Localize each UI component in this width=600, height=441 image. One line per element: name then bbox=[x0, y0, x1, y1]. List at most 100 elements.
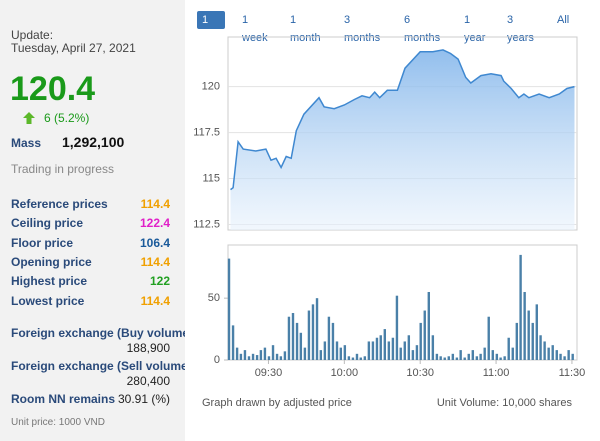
volume-bar bbox=[539, 335, 542, 360]
y-tick-label: 0 bbox=[214, 354, 220, 366]
volume-bar bbox=[291, 313, 295, 360]
x-tick-label: 10:00 bbox=[331, 367, 359, 379]
x-tick-label: 09:30 bbox=[255, 367, 283, 379]
volume-bar bbox=[499, 357, 502, 360]
volume-bar bbox=[227, 258, 231, 360]
volume-bar bbox=[511, 347, 514, 360]
range-button[interactable]: 1 day bbox=[197, 11, 225, 44]
volume-bar bbox=[403, 341, 406, 360]
foreign-sell-value: 280,400 bbox=[126, 374, 170, 388]
footer-note: Graph drawn by adjusted price bbox=[202, 397, 352, 409]
row-value: 122 bbox=[149, 274, 170, 289]
volume-bar bbox=[439, 356, 442, 360]
volume-bar bbox=[483, 347, 486, 360]
volume-bar bbox=[267, 356, 271, 360]
range-button[interactable]: All bbox=[557, 14, 570, 26]
volume-bar bbox=[259, 350, 263, 360]
volume-bar bbox=[243, 350, 247, 360]
row-label: Opening price bbox=[11, 254, 92, 269]
range-button[interactable]: 3 months bbox=[344, 14, 381, 44]
volume-bar bbox=[319, 350, 323, 360]
volume-bar bbox=[263, 347, 267, 360]
volume-bar bbox=[423, 310, 426, 360]
volume-bar bbox=[535, 304, 538, 360]
volume-bar bbox=[271, 345, 275, 360]
volume-bar bbox=[491, 350, 494, 360]
range-button[interactable]: 1 year bbox=[464, 14, 486, 44]
volume-bar bbox=[551, 345, 554, 360]
row-value: 114.4 bbox=[140, 293, 170, 308]
volume-bar bbox=[563, 356, 566, 360]
volume-bar bbox=[427, 291, 431, 360]
volume-bar bbox=[275, 353, 279, 360]
volume-bar bbox=[395, 295, 399, 360]
volume-bar bbox=[283, 351, 287, 360]
foreign-buy-value: 188,900 bbox=[126, 341, 170, 355]
volume-bar bbox=[347, 356, 351, 360]
foreign-sell-label: Foreign exchange (Sell volume bbox=[11, 359, 185, 373]
volume-bar bbox=[335, 341, 339, 360]
range-button[interactable]: 1 week bbox=[242, 14, 268, 44]
row-value: 114.4 bbox=[140, 254, 170, 269]
row-value: 122.4 bbox=[139, 216, 170, 231]
volume-bar bbox=[371, 341, 375, 360]
row-label: Reference prices bbox=[11, 197, 108, 211]
volume-bar bbox=[415, 345, 419, 360]
row-value: 106.4 bbox=[139, 235, 170, 250]
volume-bar bbox=[515, 322, 519, 360]
volume-bar bbox=[443, 357, 446, 360]
foreign-buy-label: Foreign exchange (Buy volume bbox=[11, 326, 185, 340]
update-date: Tuesday, April 27, 2021 bbox=[11, 41, 136, 55]
volume-bar bbox=[255, 355, 259, 360]
range-button[interactable]: 3 years bbox=[507, 14, 534, 44]
volume-bar bbox=[299, 332, 303, 360]
price: 120.4 bbox=[10, 70, 96, 108]
volume-bar bbox=[471, 350, 475, 360]
volume-bar bbox=[359, 357, 362, 360]
volume-bar bbox=[399, 347, 402, 360]
volume-bar bbox=[447, 356, 450, 360]
volume-bar bbox=[495, 353, 499, 360]
volume-bar bbox=[307, 310, 311, 360]
volume-bar bbox=[235, 347, 239, 360]
volume-bar bbox=[463, 357, 466, 360]
volume-bar bbox=[531, 322, 534, 360]
volume-bar bbox=[523, 291, 526, 360]
y-tick-label: 117.5 bbox=[193, 126, 220, 138]
volume-bar bbox=[383, 329, 386, 360]
volume-bar bbox=[507, 337, 510, 360]
volume-bar bbox=[391, 337, 395, 360]
volume-bar bbox=[487, 316, 490, 360]
change: 6 (5.2%) bbox=[44, 111, 90, 125]
volume-bar bbox=[247, 356, 251, 360]
volume-bar bbox=[451, 353, 455, 360]
volume-bar bbox=[351, 357, 355, 360]
x-tick-label: 11:30 bbox=[559, 367, 586, 379]
range-button[interactable]: 6 months bbox=[404, 14, 441, 44]
plot-frame bbox=[227, 244, 578, 361]
range-button[interactable]: 1 month bbox=[290, 14, 321, 44]
room-label: Room NN remains bbox=[11, 392, 116, 406]
volume-bar bbox=[287, 316, 291, 360]
row-label: Ceiling price bbox=[11, 216, 84, 231]
volume-bar bbox=[559, 353, 562, 360]
volume-bar bbox=[311, 304, 315, 360]
volume-bar bbox=[343, 345, 347, 360]
volume-bar bbox=[327, 316, 331, 360]
volume-bar bbox=[455, 357, 459, 360]
volume-bar bbox=[419, 322, 422, 360]
x-tick-label: 11:00 bbox=[483, 367, 510, 379]
volume-bar bbox=[475, 356, 479, 360]
plot-frame bbox=[227, 36, 578, 231]
info-panel: Update: Tuesday, April 27, 2021 120.4 6 … bbox=[0, 0, 185, 441]
row-label: Highest price bbox=[11, 274, 88, 289]
x-tick-label: 10:30 bbox=[406, 367, 434, 379]
unit-note: Unit price: 1000 VND bbox=[11, 417, 105, 428]
volume-bar bbox=[519, 254, 522, 360]
volume-bar bbox=[315, 298, 319, 360]
volume-bar bbox=[567, 350, 570, 360]
up-arrow bbox=[23, 112, 35, 124]
y-tick-label: 115 bbox=[202, 172, 220, 184]
y-tick-label: 120 bbox=[202, 81, 220, 93]
